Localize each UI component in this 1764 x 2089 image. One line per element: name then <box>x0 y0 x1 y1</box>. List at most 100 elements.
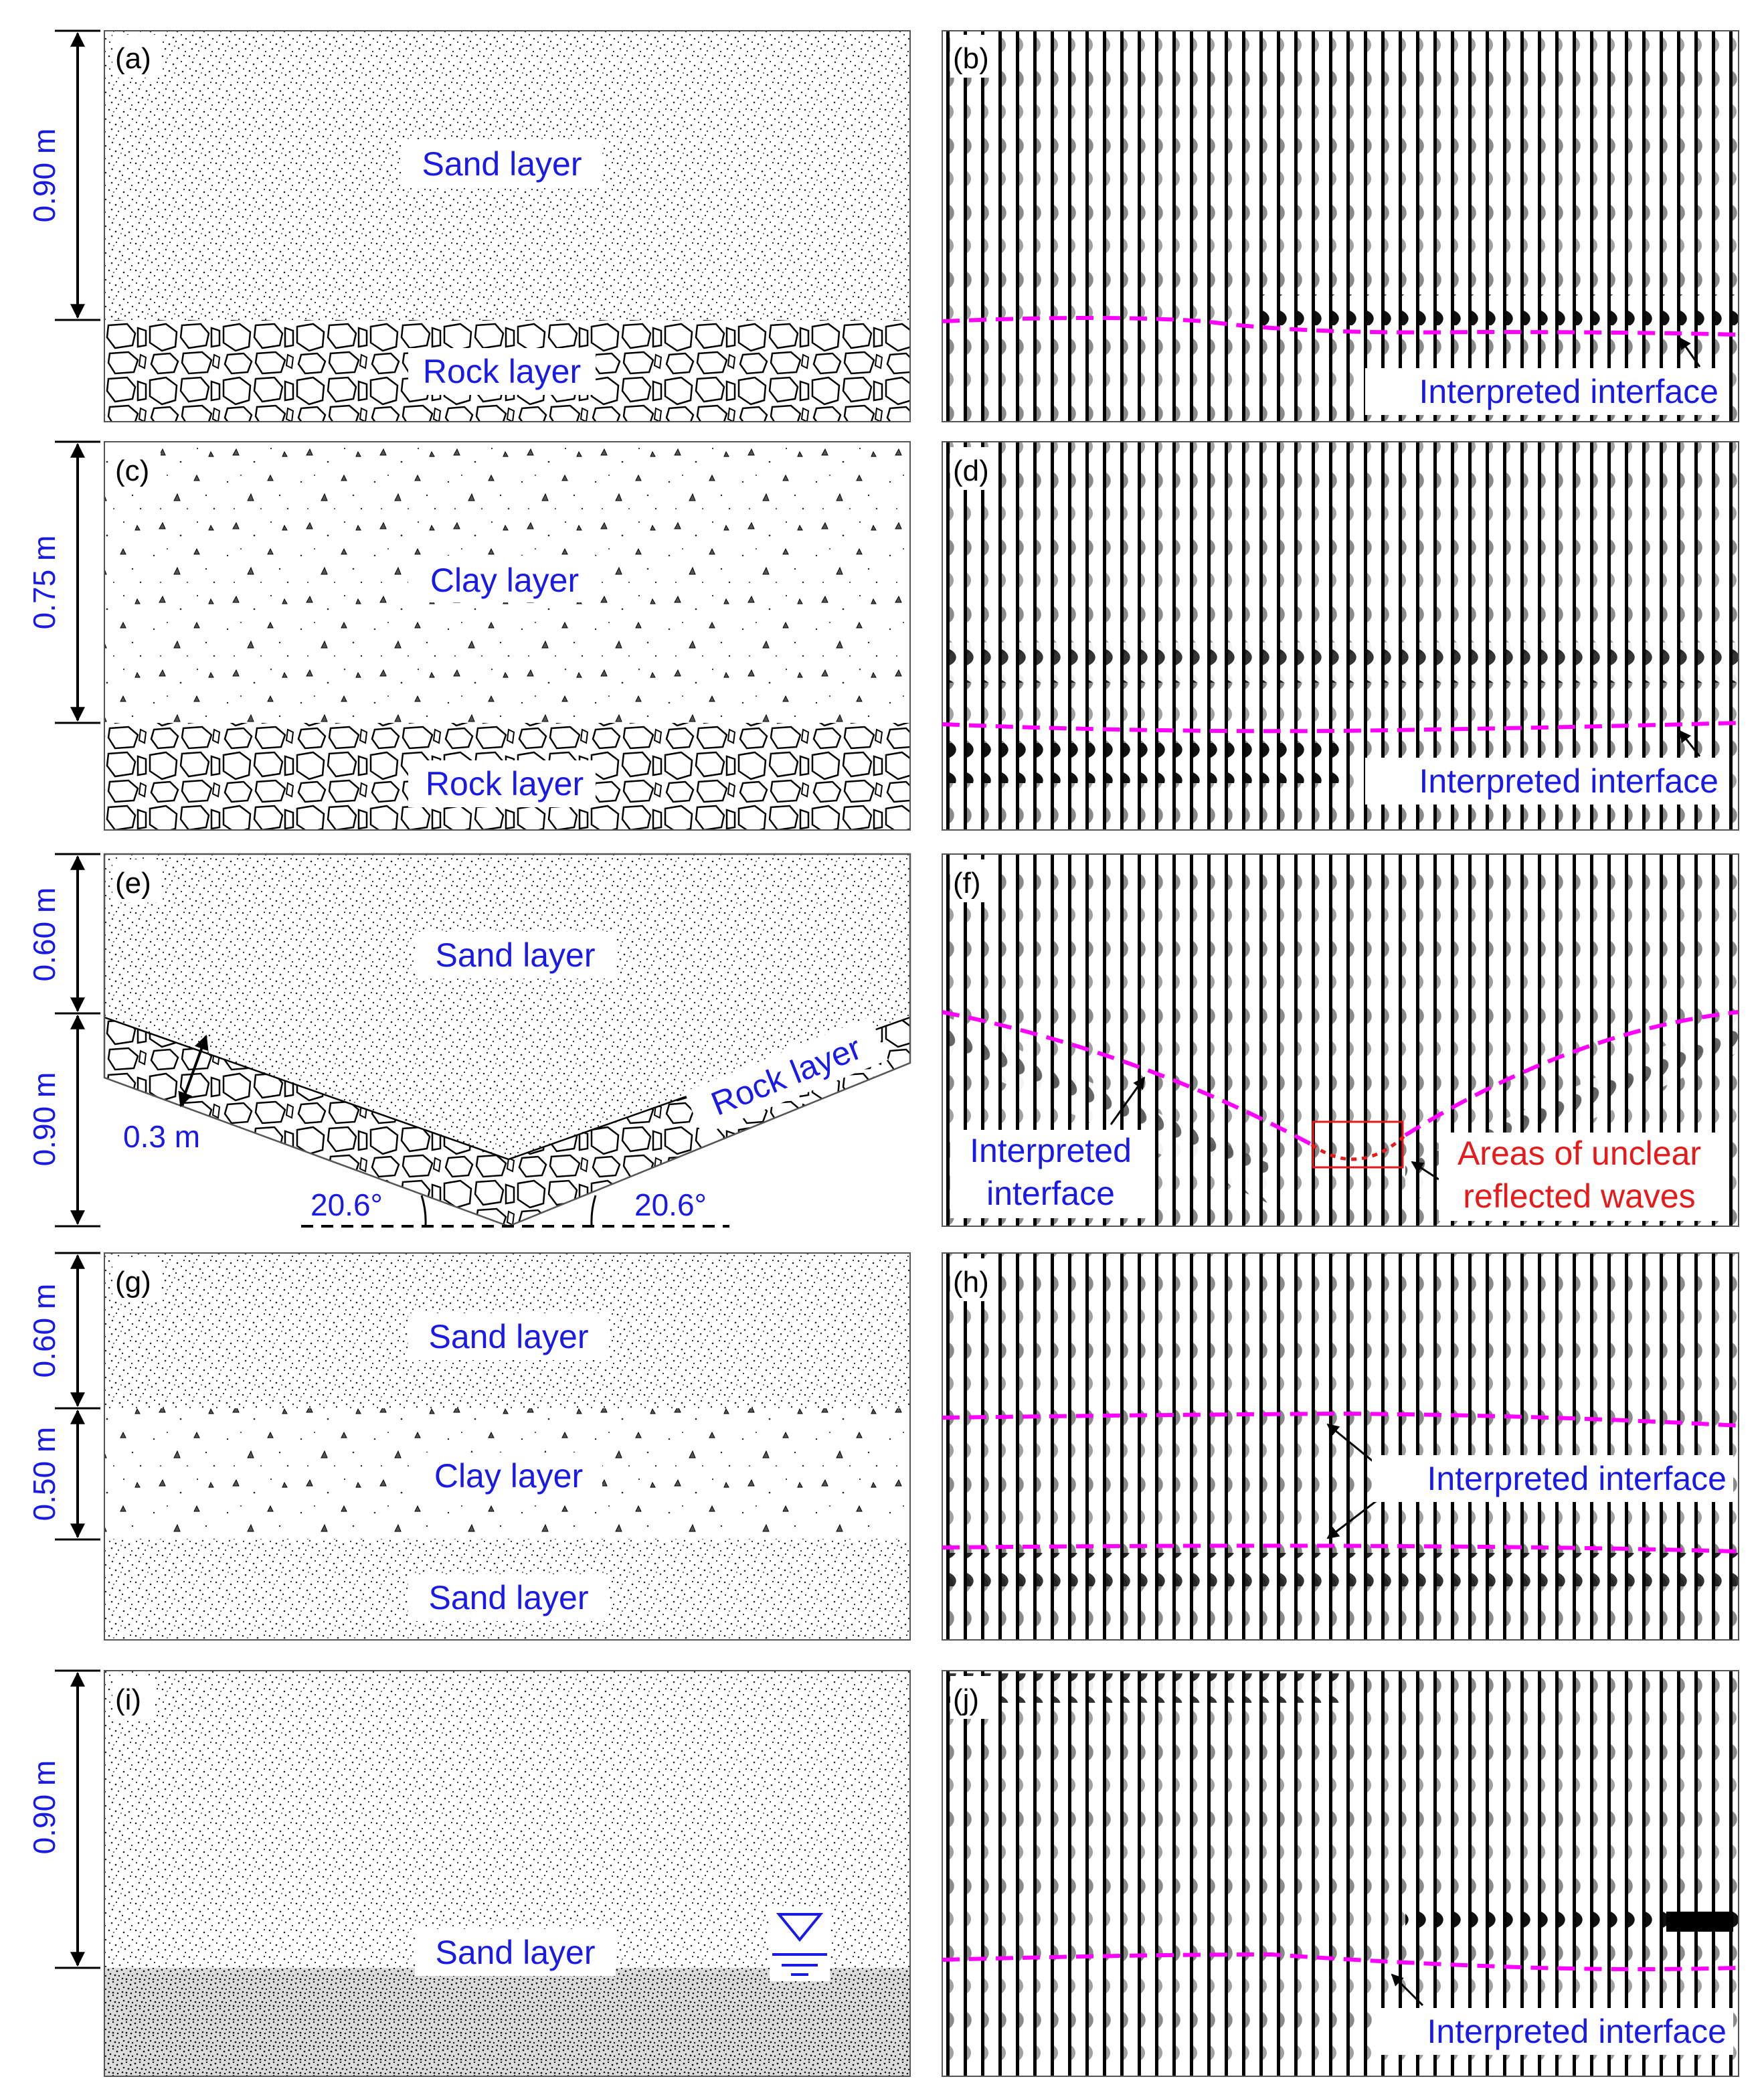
letter-backdrop <box>112 447 161 490</box>
uncertain-interface-line <box>1310 1134 1407 1161</box>
label-backdrop <box>415 932 616 979</box>
panel-d: (d) Interpreted interface <box>942 441 1739 831</box>
dimension-label: 0.90 m <box>27 1072 62 1167</box>
panel-b: (b) Interpreted interface <box>942 30 1739 422</box>
pointer-arrow <box>1326 1423 1379 1467</box>
layer-label-sand: Sand layer <box>428 1318 588 1355</box>
strong-reflection-band <box>942 643 1739 683</box>
angle-arc <box>420 1195 427 1226</box>
panel-border <box>103 853 911 1228</box>
label-backdrop <box>415 1452 602 1499</box>
label-backdrop <box>1365 758 1727 805</box>
label-backdrop <box>1372 2008 1733 2055</box>
dimension-e: 0.60 m 0.90 m <box>27 853 100 1228</box>
label-backdrop <box>1439 1133 1720 1221</box>
pointer-arrow <box>1678 730 1701 757</box>
water-table-icon <box>770 1908 830 1981</box>
interface-label: Interpreted interface <box>1427 2013 1727 2050</box>
label-backdrop <box>950 1130 1151 1218</box>
dimension-label: 0.75 m <box>27 535 62 630</box>
panel-letter: (b) <box>953 42 989 75</box>
pointer-arrow <box>1678 337 1701 367</box>
letter-backdrop <box>112 859 161 902</box>
label-backdrop <box>408 1574 609 1621</box>
unclear-label-line2: reflected waves <box>1463 1177 1695 1215</box>
angle-arc <box>590 1195 597 1226</box>
panel-h: (h) Interpreted interface <box>942 1252 1739 1641</box>
saturated-sand-fill <box>104 1968 910 2076</box>
label-backdrop <box>1365 368 1727 415</box>
panel-g: (g) Sand layer Clay layer Sand layer <box>104 1252 911 1641</box>
dimension-label: 0.50 m <box>27 1427 62 1521</box>
unclear-area-box <box>1312 1120 1404 1169</box>
panel-letter: (g) <box>115 1266 151 1299</box>
dimension-label: 0.60 m <box>27 888 62 982</box>
layer-label-rock: Rock layer <box>423 353 581 390</box>
panel-border <box>942 441 1739 831</box>
dimension-label: 0.90 m <box>27 129 62 223</box>
interface-label-line2: interface <box>986 1175 1115 1212</box>
letter-backdrop <box>950 1676 993 1719</box>
layer-label-sand: Sand layer <box>435 936 595 974</box>
panel-j: (j) Interpreted interface <box>942 1670 1739 2077</box>
panel-letter: (h) <box>953 1266 989 1299</box>
layer-label-sand: Sand layer <box>422 145 582 183</box>
panel-border <box>942 1252 1739 1641</box>
thickness-label: 0.3 m <box>123 1119 200 1154</box>
interpreted-interface-line <box>942 1010 1739 1147</box>
letter-backdrop <box>112 1258 161 1301</box>
panel-border <box>104 441 911 831</box>
letter-backdrop <box>950 859 993 902</box>
interface-label: Interpreted interface <box>1419 762 1719 800</box>
layer-label-clay: Clay layer <box>434 1457 583 1495</box>
panel-border <box>942 30 1739 422</box>
panel-letter: (c) <box>115 454 149 487</box>
letter-backdrop <box>950 35 997 78</box>
panel-letter: (f) <box>953 867 981 900</box>
interface-label: Interpreted interface <box>1427 1460 1727 1497</box>
panel-letter: (j) <box>953 1683 979 1716</box>
strong-reflection-band <box>942 743 1344 783</box>
panel-a: (a) Sand layer Rock layer <box>104 30 911 422</box>
layer-label-clay: Clay layer <box>430 562 579 599</box>
dimension-label: 0.90 m <box>27 1760 62 1855</box>
layer-label-rock: Rock layer <box>426 765 584 803</box>
panel-e: (e) Sand layer Rock layer 0.3 m 20.6° 20… <box>103 853 911 1228</box>
panel-letter: (i) <box>115 1683 141 1716</box>
pointer-arrow <box>1326 1498 1379 1539</box>
panel-letter: (a) <box>115 42 151 75</box>
dimension-c: 0.75 m <box>27 440 100 724</box>
thickness-arrow <box>178 1034 209 1108</box>
panel-border <box>104 30 911 422</box>
pointer-arrow <box>1110 1076 1146 1125</box>
label-backdrop <box>408 1313 609 1360</box>
panel-letter: (d) <box>953 454 989 487</box>
letter-backdrop <box>112 35 161 78</box>
panel-border <box>942 1670 1739 2077</box>
layer-label-sand: Sand layer <box>435 1934 595 1971</box>
letter-backdrop <box>950 447 997 490</box>
pointer-arrow <box>1391 1973 1424 2007</box>
interface-label-line1: Interpreted <box>970 1132 1132 1169</box>
dimension-label: 0.60 m <box>27 1284 62 1378</box>
strong-reflection-band <box>942 1553 1739 1586</box>
letter-backdrop <box>112 1676 155 1719</box>
panel-border <box>104 1670 911 2077</box>
label-backdrop <box>415 1929 616 1976</box>
dimension-g: 0.60 m 0.50 m <box>27 1252 100 1541</box>
panel-border <box>942 853 1739 1227</box>
strong-reflection-band <box>942 1673 1344 1703</box>
panel-i: (i) Sand layer <box>104 1670 911 2077</box>
label-backdrop <box>1372 1455 1733 1502</box>
interpreted-interface-line <box>942 1952 1739 1971</box>
label-backdrop <box>408 760 596 807</box>
layer-label-sand-lower: Sand layer <box>428 1579 588 1616</box>
panel-f: (f) Interpreted interface Areas of uncle… <box>942 853 1739 1227</box>
pointer-arrow <box>1411 1161 1439 1181</box>
panel-border <box>104 1252 911 1641</box>
label-backdrop <box>408 556 596 602</box>
angle-label-left: 20.6° <box>311 1187 383 1222</box>
interface-label: Interpreted interface <box>1419 373 1719 410</box>
unclear-label-line1: Areas of unclear <box>1458 1135 1701 1172</box>
